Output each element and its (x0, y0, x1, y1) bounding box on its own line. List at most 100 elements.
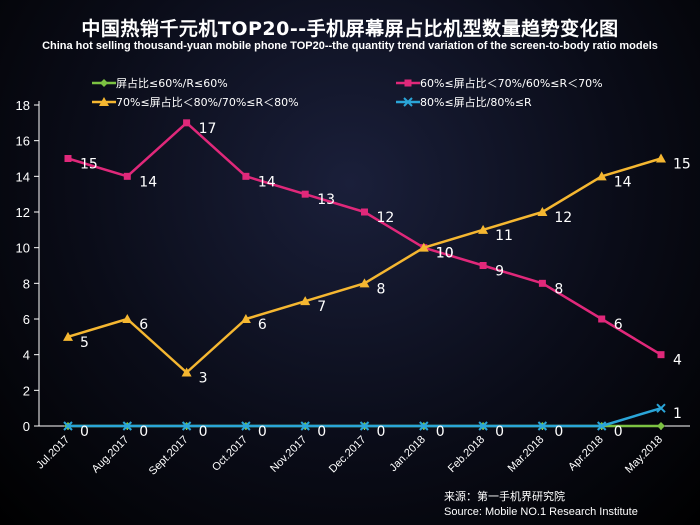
data-point (301, 190, 309, 198)
data-label: 1 (673, 406, 682, 422)
data-point (478, 421, 488, 431)
x-tick-label: May.2018 (623, 434, 665, 476)
legend-marker (99, 97, 109, 106)
x-tick-label: Feb.2018 (446, 434, 487, 475)
data-point (63, 331, 73, 341)
data-label: 14 (139, 174, 157, 190)
data-point (596, 171, 607, 181)
data-label: 15 (80, 157, 98, 173)
data-point (537, 421, 548, 431)
legend-label: 70%≤屏占比＜80%/70%≤R＜80% (116, 95, 299, 109)
data-point (537, 207, 548, 216)
data-label: 0 (317, 424, 326, 440)
series-line-2 (67, 157, 662, 374)
data-point (64, 155, 72, 162)
data-label: 10 (436, 246, 454, 262)
data-point (656, 403, 666, 413)
data-point (359, 278, 370, 288)
x-tick-label: Dec.2017 (327, 434, 369, 476)
y-tick-label: 6 (23, 312, 30, 327)
data-point (657, 422, 665, 430)
data-label: 8 (377, 281, 386, 297)
y-tick-label: 4 (23, 348, 30, 363)
x-tick-label: Jan.2018 (387, 434, 427, 474)
data-label: 0 (436, 424, 445, 440)
data-point (657, 351, 665, 359)
legend-marker (404, 79, 412, 87)
data-label: 0 (614, 424, 623, 440)
data-label: 6 (139, 317, 148, 333)
source-line-cn: 来源：第一手机界研究院 (444, 491, 565, 503)
data-label: 12 (554, 210, 572, 226)
data-point (122, 421, 133, 431)
data-label: 3 (199, 371, 208, 387)
data-label: 14 (258, 174, 276, 190)
chart-title: 中国热销千元机TOP20--手机屏幕屏占比机型数量趋势变化图 (81, 18, 619, 40)
data-label: 17 (199, 121, 217, 137)
x-tick-label: Oct.2017 (210, 434, 250, 474)
data-label: 13 (317, 192, 335, 208)
data-label: 7 (317, 299, 326, 315)
data-point (122, 314, 133, 323)
data-label: 9 (495, 264, 504, 280)
source-note: 来源：第一手机界研究院 Source: Mobile NO.1 Research… (444, 490, 638, 520)
data-label: 6 (258, 317, 267, 333)
data-point (596, 421, 607, 431)
data-point (656, 153, 666, 163)
x-tick-label: Jul.2017 (34, 434, 72, 472)
x-tick-label: Aug.2017 (90, 434, 132, 476)
data-point (183, 119, 191, 127)
data-label: 8 (554, 281, 563, 297)
data-label: 6 (614, 317, 623, 333)
source-line-en: Source: Mobile NO.1 Research Institute (444, 506, 638, 518)
data-point (300, 296, 311, 306)
data-label: 0 (139, 424, 148, 440)
data-point (242, 172, 250, 180)
legend-label: 60%≤屏占比＜70%/60%≤R＜70% (420, 76, 603, 90)
data-point (538, 279, 546, 287)
data-label: 10 (436, 246, 454, 262)
data-point (359, 421, 370, 431)
data-point (181, 421, 192, 431)
chart-subtitle: China hot selling thousand-yuan mobile p… (42, 40, 658, 52)
data-label: 11 (495, 228, 513, 244)
legend-label: 屏占比≤60%/R≤60% (116, 76, 228, 90)
y-tick-label: 10 (16, 241, 30, 256)
data-point (418, 242, 429, 252)
data-label: 0 (554, 424, 563, 440)
data-point (181, 367, 192, 377)
data-label: 0 (258, 424, 267, 440)
x-tick-label: Mar.2018 (506, 434, 547, 475)
data-label: 0 (377, 424, 386, 440)
legend-label: 80%≤屏占比/80%≤R (420, 95, 532, 109)
data-point (419, 421, 429, 431)
legend-marker (100, 79, 108, 87)
x-tick-label: Apr.2018 (566, 434, 606, 474)
x-tick-label: Nov.2017 (268, 434, 309, 475)
data-label: 0 (80, 424, 89, 440)
series-line-1 (67, 121, 662, 356)
data-point (598, 315, 606, 323)
data-point (63, 421, 73, 431)
data-label: 4 (673, 353, 682, 369)
data-point (240, 314, 251, 323)
data-point (241, 421, 251, 431)
data-point (478, 224, 489, 234)
y-tick-label: 14 (16, 169, 30, 184)
y-tick-label: 12 (16, 205, 30, 220)
data-label: 5 (80, 335, 89, 351)
data-label: 14 (614, 174, 632, 190)
data-point (361, 208, 368, 216)
data-label: 0 (495, 424, 504, 440)
data-point (300, 421, 310, 431)
data-point (123, 172, 131, 180)
y-tick-label: 18 (16, 98, 30, 113)
data-point (479, 262, 487, 269)
y-tick-label: 16 (16, 134, 30, 149)
y-tick-label: 0 (23, 419, 30, 434)
legend-marker (403, 97, 413, 107)
x-tick-label: Sept.2017 (147, 434, 191, 478)
data-label: 15 (673, 157, 691, 173)
data-label: 12 (377, 210, 395, 226)
